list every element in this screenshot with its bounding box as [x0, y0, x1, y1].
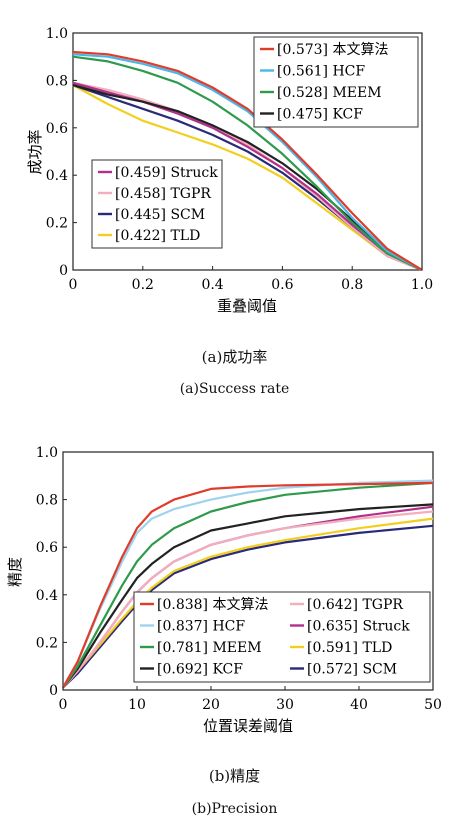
x-ticks: 0 10 20 30 40 50 [59, 686, 442, 713]
y-tick-label: 0.2 [36, 635, 58, 651]
x-axis-label: 位置误差阈值 [203, 717, 293, 735]
legend-entry: [0.459] Struck [115, 165, 218, 181]
legend-entry: [0.642] TGPR [307, 597, 403, 613]
y-ticks: 0 0.2 0.4 0.6 0.8 1.0 [46, 26, 77, 279]
series-line-2 [72, 55, 423, 271]
x-tick-label: 0.8 [341, 277, 363, 293]
series-line-7 [62, 524, 434, 689]
x-tick-label: 0.2 [132, 277, 154, 293]
legend-box [91, 159, 223, 249]
series-line-3 [72, 84, 423, 271]
x-axis-label: 重叠阈值 [217, 297, 277, 315]
caption-b-chinese: (b)精度 [208, 767, 261, 785]
legend-entry: [0.572] SCM [307, 662, 397, 678]
y-tick-label: 1.0 [46, 26, 68, 42]
y-tick-label: 0.2 [46, 216, 68, 232]
x-tick-label: 1.0 [411, 277, 433, 293]
plot-frame [62, 451, 434, 691]
series-group [62, 479, 434, 689]
y-tick-label: 0 [59, 263, 68, 279]
legend-entry: [0.422] TLD [115, 228, 200, 244]
x-tick-label: 20 [202, 697, 220, 713]
y-tick-label: 0.6 [46, 121, 68, 137]
series-line-6 [62, 517, 434, 689]
series-line-5 [72, 81, 423, 272]
y-ticks: 0 0.2 0.4 0.6 0.8 1.0 [36, 445, 67, 699]
legend-entry: [0.573] 本文算法 [277, 42, 388, 58]
caption-a-english: (a)Success rate [179, 381, 290, 397]
y-tick-label: 0.8 [46, 73, 68, 89]
x-tick-label: 50 [424, 697, 442, 713]
y-tick-label: 0.4 [46, 168, 68, 184]
series-group [72, 50, 423, 272]
y-axis-label: 精度 [6, 557, 24, 587]
legend-entry: [0.445] SCM [115, 207, 205, 223]
legend-box [133, 591, 431, 683]
series-line-0 [62, 481, 434, 689]
legend-lower-left: [0.459] Struck [0.458] TGPR [0.445] SCM [0.… [91, 159, 223, 249]
legend-entry: [0.561] HCF [277, 64, 365, 80]
legend-entry: [0.458] TGPR [115, 186, 211, 202]
legend-entry: [0.692] KCF [157, 662, 243, 678]
legend-entry: [0.635] Struck [307, 619, 410, 635]
x-tick-label: 30 [276, 697, 294, 713]
legend-lower-right: [0.838] 本文算法 [0.642] TGPR [0.837] HCF [0.63… [133, 591, 431, 683]
success-rate-chart: 0 0.2 0.4 0.6 0.8 1.0 0 0.2 0.4 0.6 0.8 1.0 重叠阈值 成… [26, 26, 433, 315]
x-tick-label: 0 [69, 277, 78, 293]
series-line-7 [72, 84, 423, 272]
x-tick-label: 40 [350, 697, 368, 713]
legend-entry: [0.591] TLD [307, 640, 392, 656]
series-line-3 [62, 503, 434, 689]
series-line-2 [62, 481, 434, 689]
y-tick-label: 0.6 [36, 540, 58, 556]
x-tick-label: 10 [128, 697, 146, 713]
series-line-0 [72, 50, 423, 271]
x-tick-label: 0 [59, 697, 68, 713]
legend-entry: [0.837] HCF [157, 619, 245, 635]
y-tick-label: 1.0 [36, 445, 58, 461]
x-tick-label: 0.4 [201, 277, 223, 293]
y-axis-label: 成功率 [26, 129, 44, 174]
legend-entry: [0.528] MEEM [277, 85, 382, 101]
y-tick-label: 0 [49, 683, 58, 699]
legend-entry: [0.781] MEEM [157, 640, 262, 656]
caption-a-chinese: (a)成功率 [201, 348, 268, 366]
series-line-4 [62, 510, 434, 689]
legend-box [253, 36, 419, 128]
x-tick-label: 0.6 [271, 277, 293, 293]
legend-entry: [0.838] 本文算法 [157, 597, 268, 613]
caption-b-english: (b)Precision [191, 801, 278, 817]
precision-chart: 0 10 20 30 40 50 0 0.2 0.4 0.6 0.8 1.0 位置误差阈值 精度 [… [6, 445, 442, 735]
x-ticks: 0 0.2 0.4 0.6 0.8 1.0 [69, 266, 433, 293]
plot-frame [72, 32, 423, 271]
legend-entry: [0.475] KCF [277, 107, 363, 123]
y-tick-label: 0.4 [36, 588, 58, 604]
y-tick-label: 0.8 [36, 493, 58, 509]
series-line-1 [72, 53, 423, 271]
legend-top-right: [0.573] 本文算法 [0.561] HCF [0.528] MEEM [0.47… [253, 36, 419, 128]
